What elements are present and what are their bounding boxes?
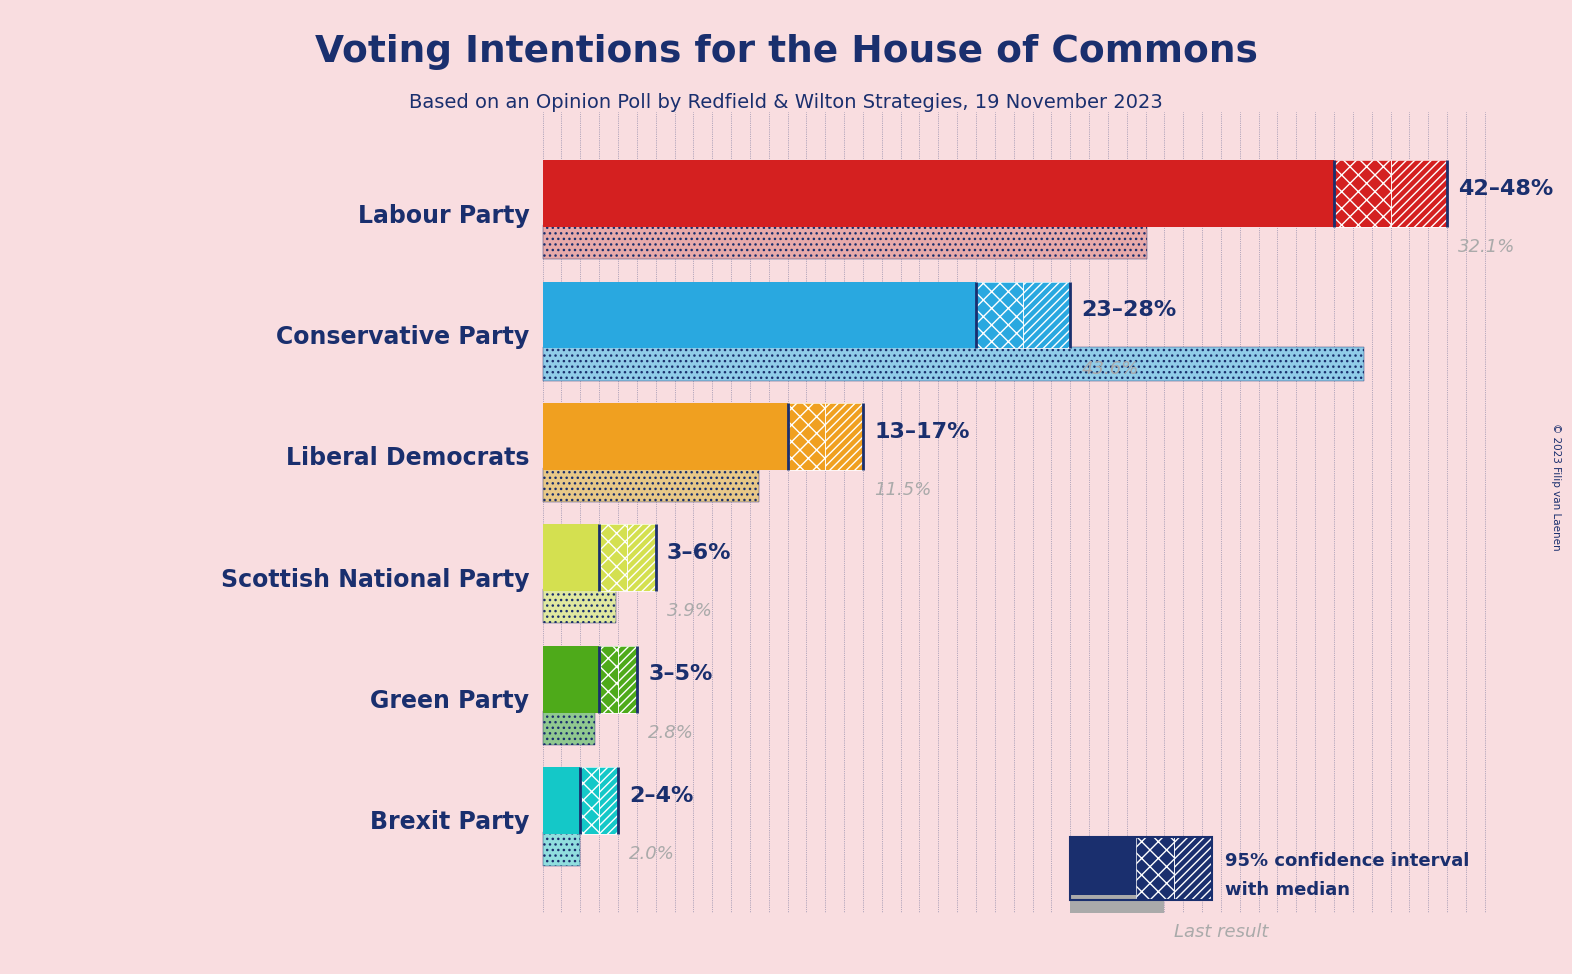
Bar bbox=[627, 524, 656, 591]
Bar bbox=[542, 225, 1148, 259]
Bar bbox=[976, 281, 1023, 349]
Bar bbox=[542, 711, 596, 745]
Text: 2–4%: 2–4% bbox=[629, 786, 693, 805]
Bar bbox=[788, 403, 825, 469]
Text: Liberal Democrats: Liberal Democrats bbox=[286, 446, 530, 470]
Bar bbox=[542, 711, 596, 745]
Bar bbox=[788, 403, 825, 469]
Bar bbox=[542, 347, 1364, 381]
Bar bbox=[1023, 281, 1071, 349]
Bar bbox=[580, 768, 599, 834]
Bar bbox=[1391, 161, 1448, 227]
Bar bbox=[542, 589, 616, 623]
Text: 23–28%: 23–28% bbox=[1082, 300, 1177, 320]
Bar bbox=[542, 347, 1364, 381]
Bar bbox=[542, 524, 599, 591]
Text: 2.8%: 2.8% bbox=[648, 724, 695, 741]
Bar bbox=[1174, 837, 1212, 900]
Bar bbox=[542, 281, 976, 349]
Text: 42–48%: 42–48% bbox=[1459, 179, 1553, 199]
Text: Brexit Party: Brexit Party bbox=[369, 810, 530, 835]
Bar bbox=[542, 468, 759, 502]
Bar bbox=[627, 524, 656, 591]
Text: Scottish National Party: Scottish National Party bbox=[222, 568, 530, 591]
Bar bbox=[1137, 837, 1174, 900]
Bar bbox=[599, 524, 627, 591]
Bar bbox=[599, 524, 627, 591]
Bar bbox=[599, 768, 618, 834]
Bar bbox=[1071, 837, 1212, 900]
Text: 13–17%: 13–17% bbox=[874, 422, 970, 441]
Text: 2.0%: 2.0% bbox=[629, 845, 676, 863]
Text: 3.9%: 3.9% bbox=[667, 602, 712, 620]
Text: Last result: Last result bbox=[1174, 922, 1269, 941]
Text: © 2023 Filip van Laenen: © 2023 Filip van Laenen bbox=[1552, 423, 1561, 551]
Text: Based on an Opinion Poll by Redfield & Wilton Strategies, 19 November 2023: Based on an Opinion Poll by Redfield & W… bbox=[409, 93, 1163, 112]
Bar bbox=[1335, 161, 1391, 227]
Bar bbox=[1071, 895, 1165, 927]
Text: 95% confidence interval: 95% confidence interval bbox=[1225, 852, 1470, 871]
Bar bbox=[542, 768, 580, 834]
Bar bbox=[1335, 161, 1391, 227]
Bar bbox=[825, 403, 863, 469]
Bar bbox=[542, 225, 1148, 259]
Text: Conservative Party: Conservative Party bbox=[277, 325, 530, 349]
Bar bbox=[1174, 837, 1212, 900]
Bar bbox=[542, 832, 580, 866]
Bar bbox=[542, 161, 1335, 227]
Bar bbox=[542, 589, 616, 623]
Bar bbox=[599, 646, 618, 713]
Bar bbox=[542, 832, 580, 866]
Text: 11.5%: 11.5% bbox=[874, 481, 932, 499]
Bar bbox=[618, 646, 637, 713]
Text: Green Party: Green Party bbox=[371, 689, 530, 713]
Bar bbox=[599, 646, 618, 713]
Text: 43.6%: 43.6% bbox=[1082, 359, 1138, 378]
Bar bbox=[1071, 837, 1137, 900]
Text: Labour Party: Labour Party bbox=[358, 204, 530, 228]
Bar bbox=[580, 768, 599, 834]
Bar bbox=[1137, 837, 1174, 900]
Bar bbox=[542, 403, 788, 469]
Text: 3–6%: 3–6% bbox=[667, 543, 731, 563]
Bar bbox=[542, 646, 599, 713]
Bar bbox=[976, 281, 1023, 349]
Bar bbox=[1391, 161, 1448, 227]
Text: 3–5%: 3–5% bbox=[648, 664, 712, 685]
Bar bbox=[1023, 281, 1071, 349]
Text: Voting Intentions for the House of Commons: Voting Intentions for the House of Commo… bbox=[314, 34, 1258, 70]
Bar bbox=[599, 768, 618, 834]
Text: with median: with median bbox=[1225, 881, 1350, 899]
Bar bbox=[618, 646, 637, 713]
Bar bbox=[825, 403, 863, 469]
Text: 32.1%: 32.1% bbox=[1459, 238, 1515, 256]
Bar bbox=[542, 468, 759, 502]
